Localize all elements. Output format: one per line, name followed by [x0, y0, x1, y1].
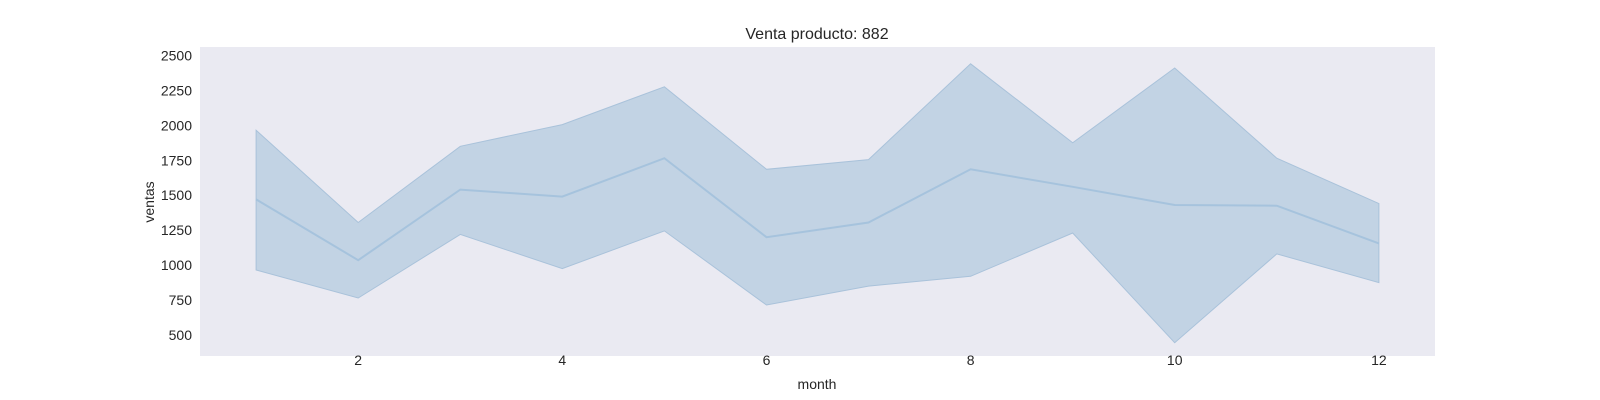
- y-tick-label: 750: [169, 292, 193, 308]
- y-tick-label: 1000: [161, 257, 192, 273]
- chart-title: Venta producto: 882: [745, 26, 888, 43]
- x-tick-label: 10: [1167, 352, 1183, 368]
- x-tick-label: 4: [558, 352, 566, 368]
- x-axis-label: month: [798, 376, 837, 392]
- y-tick-label: 1750: [161, 152, 192, 168]
- y-axis-label: ventas: [141, 181, 157, 222]
- y-tick-label: 2000: [161, 117, 192, 133]
- x-tick-label: 2: [354, 352, 362, 368]
- x-tick-label: 12: [1371, 352, 1387, 368]
- y-tick-label: 2250: [161, 82, 192, 98]
- mean-line: [255, 157, 1380, 262]
- x-tick-label: 8: [967, 352, 975, 368]
- y-tick-label: 1500: [161, 187, 192, 203]
- confidence-band: [255, 63, 1380, 344]
- x-tick-label: 6: [763, 352, 771, 368]
- y-tick-label: 500: [169, 327, 193, 343]
- y-tick-label: 1250: [161, 222, 192, 238]
- y-tick-label: 2500: [161, 47, 192, 63]
